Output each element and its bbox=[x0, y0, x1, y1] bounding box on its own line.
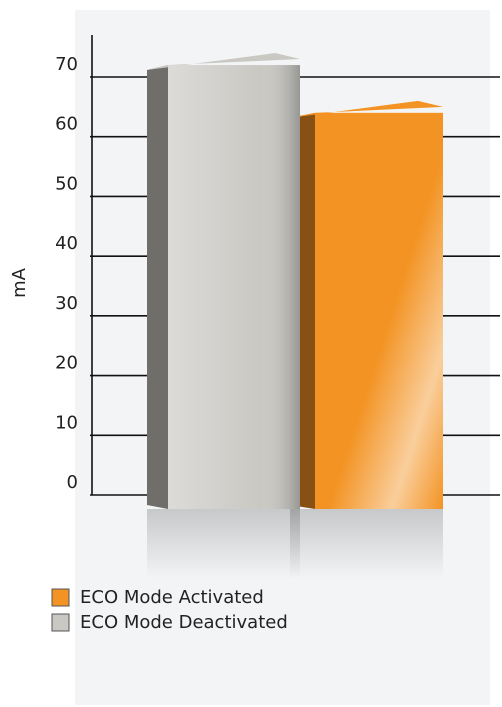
y-tick-label: 30 bbox=[55, 293, 78, 314]
bar-reflection bbox=[147, 509, 300, 579]
y-axis-label: mA bbox=[9, 267, 30, 298]
bar-shine bbox=[168, 65, 300, 510]
y-tick-label: 10 bbox=[55, 412, 78, 433]
bar-top bbox=[147, 53, 300, 71]
legend-label: ECO Mode Activated bbox=[80, 587, 264, 608]
y-tick-label: 0 bbox=[67, 472, 78, 493]
y-tick-label: 70 bbox=[55, 54, 78, 75]
bar-reflection bbox=[290, 509, 443, 579]
bar-top bbox=[290, 100, 443, 118]
legend-label: ECO Mode Deactivated bbox=[80, 612, 288, 633]
bar-side bbox=[147, 65, 168, 510]
y-tick-label: 20 bbox=[55, 353, 78, 374]
bar-shine bbox=[315, 112, 443, 509]
y-tick-label: 40 bbox=[55, 233, 78, 254]
y-tick-label: 60 bbox=[55, 114, 78, 135]
y-tick-label: 50 bbox=[55, 173, 78, 194]
legend-swatch bbox=[51, 613, 70, 632]
legend-swatch bbox=[51, 588, 70, 607]
